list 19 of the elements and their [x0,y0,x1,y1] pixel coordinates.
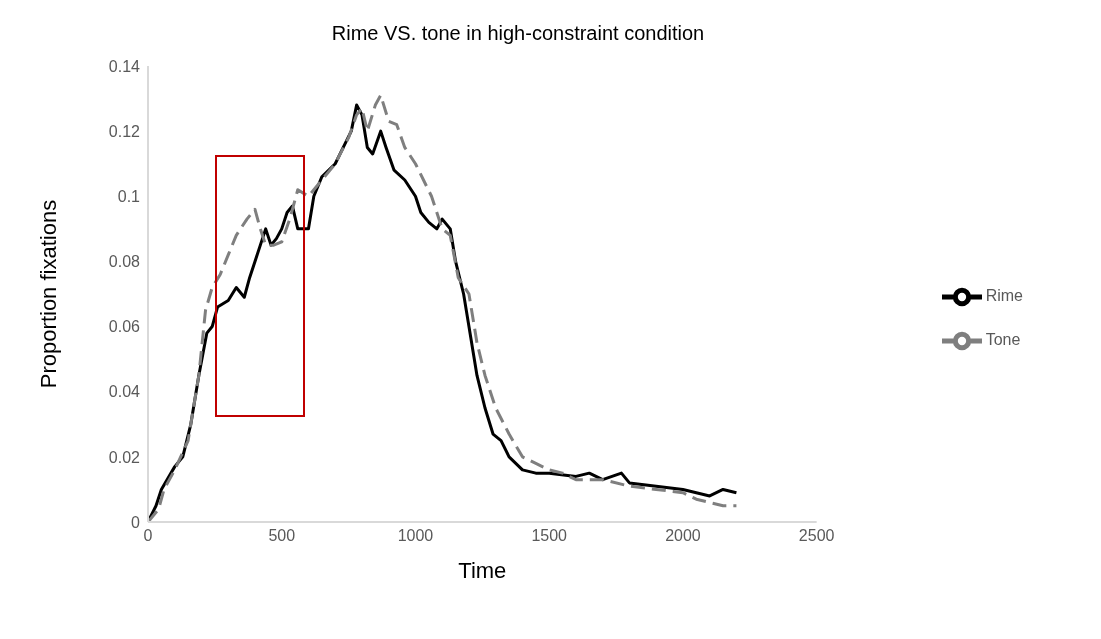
y-tick-label: 0.06 [108,318,141,336]
y-tick-label: 0.02 [108,448,141,466]
chart-title: Rime VS. tone in high-constraint condition [330,22,706,45]
x-tick-label: 1500 [531,527,568,545]
legend-label: Tone [985,331,1021,348]
y-tick-label: 0.12 [108,122,141,140]
x-tick-label: 2500 [798,527,835,545]
x-axis-title: Time [458,558,507,583]
x-tick-label: 500 [268,527,296,545]
y-axis-title: Proportion fixations [35,199,61,389]
x-tick-label: 0 [143,527,153,545]
y-tick-label: 0 [131,513,141,531]
x-tick-label: 1000 [397,527,434,545]
y-tick-label: 0.04 [108,383,141,401]
legend-label: Rime [985,287,1023,304]
y-tick-label: 0.14 [108,57,141,75]
y-tick-label: 0.1 [117,187,141,205]
x-tick-label: 2000 [665,527,701,545]
y-tick-label: 0.08 [108,253,141,271]
